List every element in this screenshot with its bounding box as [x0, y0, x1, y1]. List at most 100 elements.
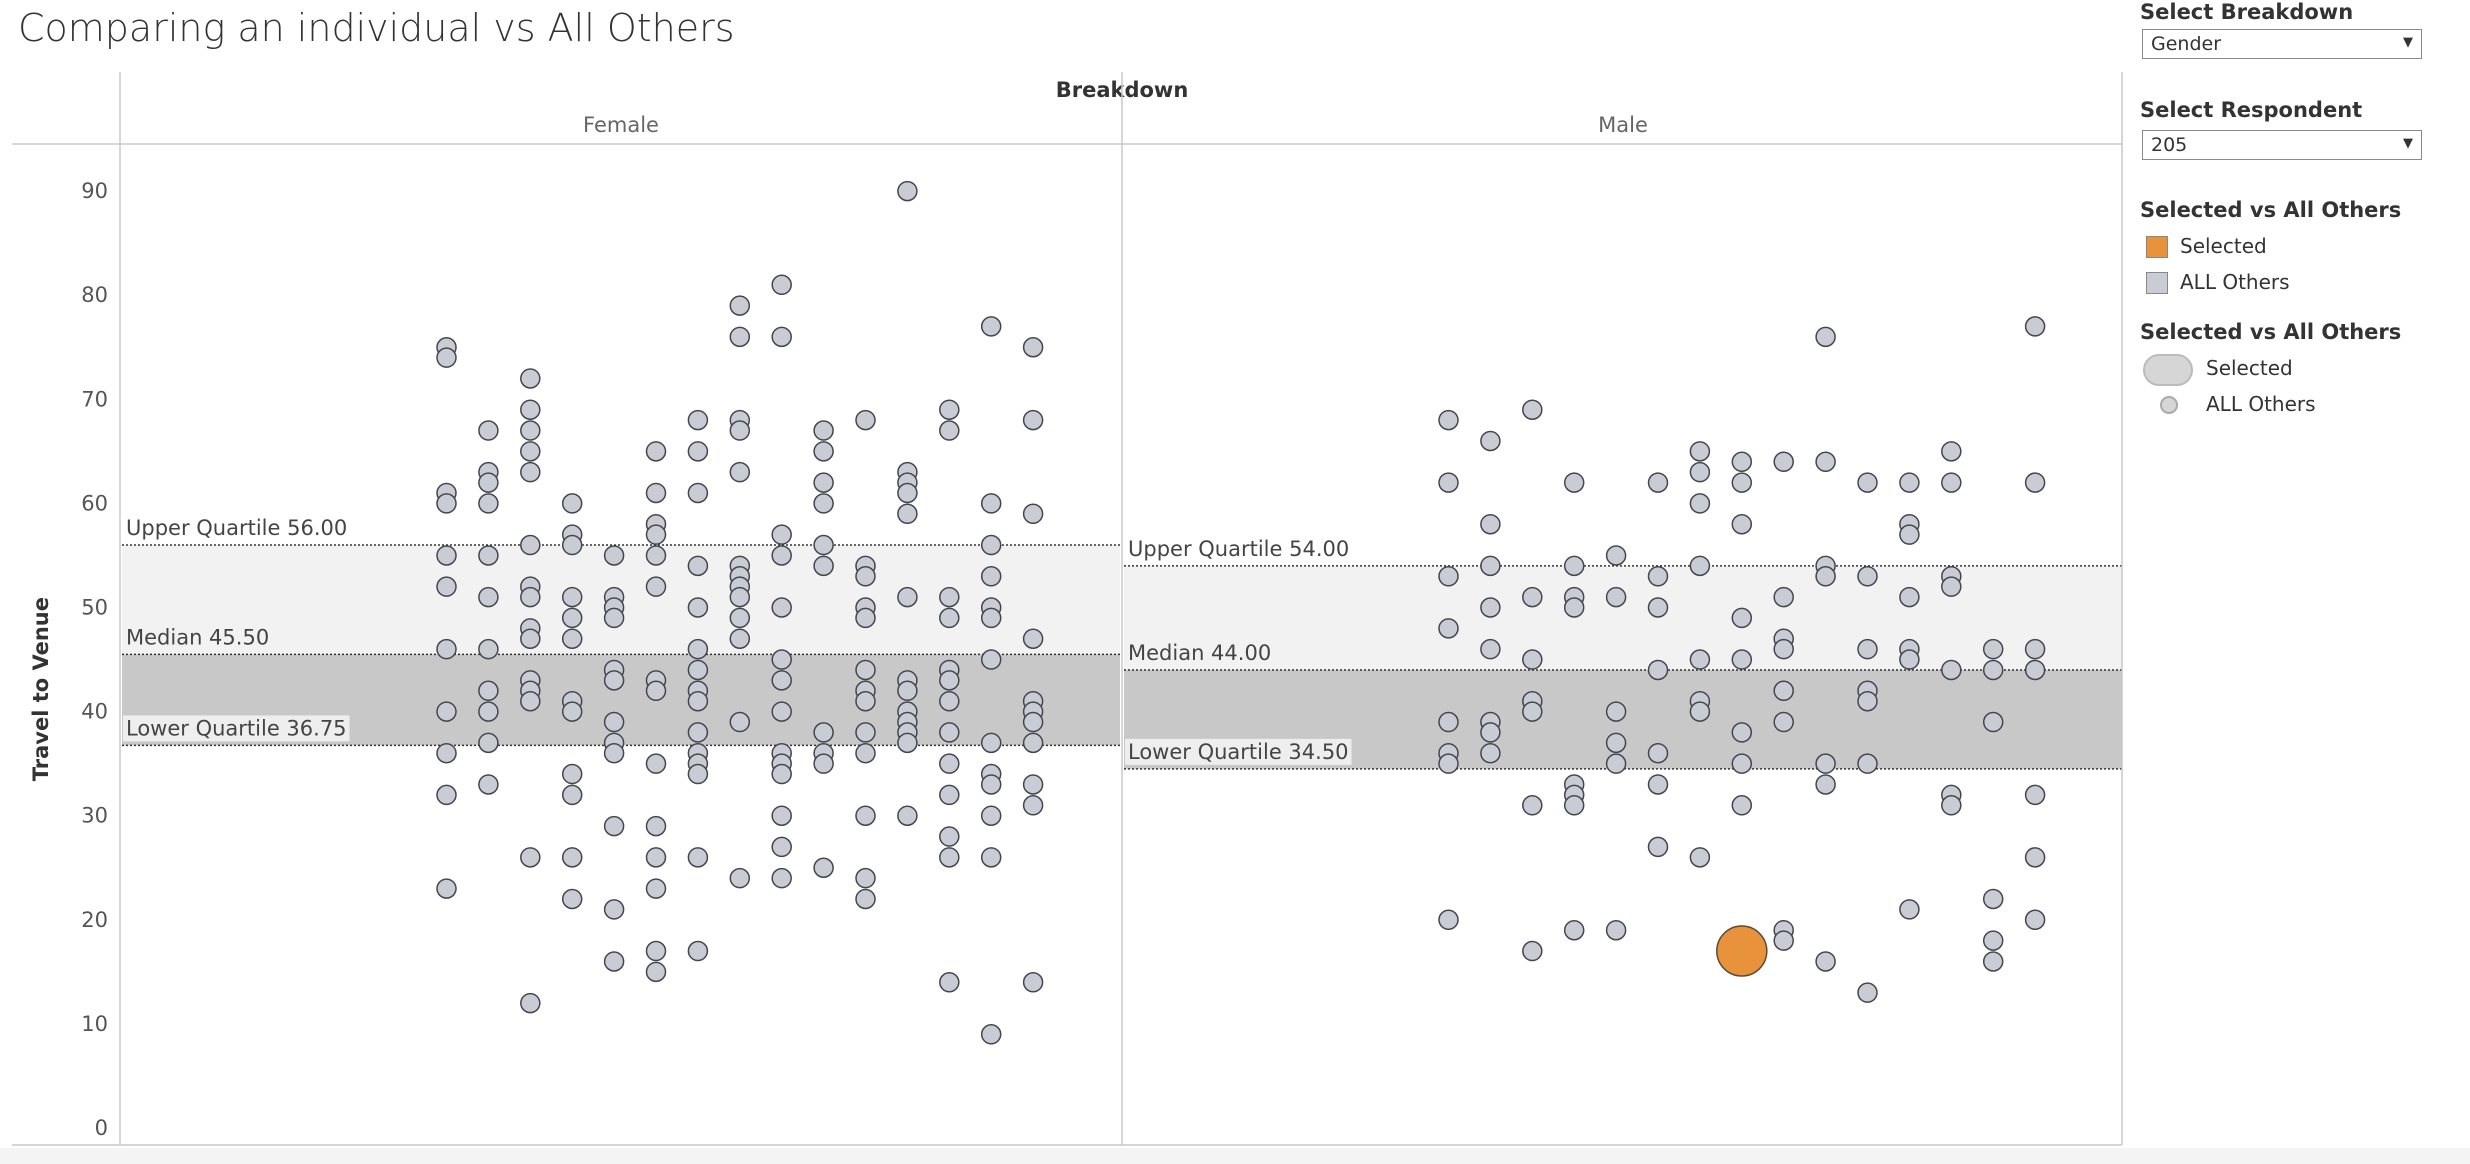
data-point[interactable]: [1563, 597, 1585, 618]
data-point[interactable]: [980, 534, 1002, 556]
data-point[interactable]: [561, 586, 583, 608]
data-point[interactable]: [1731, 795, 1753, 816]
data-point[interactable]: [855, 867, 876, 889]
data-point[interactable]: [1647, 659, 1669, 681]
data-point[interactable]: [1689, 649, 1711, 670]
data-point[interactable]: [1773, 451, 1794, 473]
data-point[interactable]: [771, 274, 792, 296]
data-point[interactable]: [771, 670, 792, 691]
data-point[interactable]: [855, 659, 876, 681]
data-point[interactable]: [645, 524, 667, 545]
data-point[interactable]: [687, 847, 709, 868]
data-point[interactable]: [1899, 899, 1920, 920]
data-point[interactable]: [1438, 909, 1459, 931]
data-point[interactable]: [813, 441, 834, 462]
data-point[interactable]: [645, 961, 667, 983]
data-point[interactable]: [1563, 472, 1585, 493]
data-point[interactable]: [1480, 555, 1501, 577]
data-point[interactable]: [1857, 982, 1878, 1003]
data-point[interactable]: [729, 586, 751, 608]
data-point[interactable]: [939, 607, 960, 629]
data-point[interactable]: [561, 701, 583, 722]
size-legend-item-selected[interactable]: Selected: [2140, 354, 2440, 386]
data-point[interactable]: [1982, 888, 2004, 910]
breakdown-select[interactable]: Gender ▼: [2142, 29, 2422, 59]
data-point[interactable]: [1899, 586, 1920, 608]
data-point[interactable]: [520, 368, 541, 389]
data-point[interactable]: [771, 836, 792, 858]
data-point[interactable]: [1022, 972, 1044, 993]
data-point[interactable]: [1647, 566, 1669, 587]
data-point[interactable]: [561, 763, 583, 785]
data-point[interactable]: [897, 586, 918, 608]
data-point[interactable]: [436, 742, 457, 764]
data-point[interactable]: [2024, 784, 2046, 806]
data-point[interactable]: [1941, 441, 1962, 462]
data-point[interactable]: [603, 899, 625, 920]
data-point[interactable]: [1022, 795, 1044, 816]
data-point[interactable]: [813, 420, 834, 441]
data-point[interactable]: [645, 482, 667, 504]
data-point[interactable]: [1480, 742, 1501, 764]
data-point[interactable]: [897, 503, 918, 525]
data-point[interactable]: [1022, 409, 1044, 431]
data-point[interactable]: [897, 680, 918, 702]
data-point[interactable]: [813, 857, 834, 878]
data-point[interactable]: [729, 461, 751, 483]
data-point[interactable]: [1647, 836, 1669, 858]
data-point[interactable]: [436, 545, 457, 566]
data-point[interactable]: [478, 774, 499, 795]
data-point[interactable]: [520, 441, 541, 462]
data-point[interactable]: [855, 566, 876, 587]
respondent-select[interactable]: 205 ▼: [2142, 130, 2422, 160]
data-point[interactable]: [1022, 337, 1044, 358]
data-point[interactable]: [855, 409, 876, 431]
data-point[interactable]: [561, 784, 583, 806]
data-point[interactable]: [1773, 586, 1794, 608]
data-point[interactable]: [436, 701, 457, 722]
data-point[interactable]: [771, 597, 792, 618]
data-point[interactable]: [939, 586, 960, 608]
data-point[interactable]: [520, 420, 541, 441]
data-point[interactable]: [980, 805, 1002, 826]
data-point[interactable]: [1022, 503, 1044, 525]
data-point[interactable]: [687, 409, 709, 431]
data-point[interactable]: [1647, 472, 1669, 493]
data-point[interactable]: [1982, 951, 2004, 972]
data-point[interactable]: [1899, 524, 1920, 545]
data-point[interactable]: [1689, 555, 1711, 577]
data-point[interactable]: [1438, 472, 1459, 493]
data-point[interactable]: [520, 586, 541, 608]
data-point[interactable]: [561, 628, 583, 649]
data-point[interactable]: [436, 638, 457, 660]
data-point[interactable]: [687, 441, 709, 462]
data-point[interactable]: [1815, 951, 1836, 972]
data-point[interactable]: [1857, 566, 1878, 587]
data-point[interactable]: [980, 493, 1002, 514]
data-point[interactable]: [478, 472, 499, 493]
data-point[interactable]: [1563, 555, 1585, 577]
data-point[interactable]: [687, 659, 709, 681]
data-point[interactable]: [1522, 649, 1543, 670]
data-point[interactable]: [1773, 638, 1794, 660]
data-point[interactable]: [939, 722, 960, 743]
data-point[interactable]: [1815, 774, 1836, 795]
data-point[interactable]: [729, 711, 751, 733]
data-point[interactable]: [603, 742, 625, 764]
data-point[interactable]: [1731, 607, 1753, 629]
data-point[interactable]: [645, 680, 667, 702]
data-point[interactable]: [1731, 472, 1753, 493]
data-point[interactable]: [520, 534, 541, 556]
data-point[interactable]: [771, 524, 792, 545]
data-point[interactable]: [1941, 795, 1962, 816]
data-point[interactable]: [939, 670, 960, 691]
data-point[interactable]: [520, 847, 541, 868]
data-point[interactable]: [771, 805, 792, 826]
data-point[interactable]: [897, 180, 918, 202]
data-point[interactable]: [1480, 513, 1501, 535]
data-point[interactable]: [939, 847, 960, 868]
data-point[interactable]: [1480, 722, 1501, 743]
data-point[interactable]: [520, 628, 541, 649]
data-point[interactable]: [855, 742, 876, 764]
data-point[interactable]: [1647, 774, 1669, 795]
